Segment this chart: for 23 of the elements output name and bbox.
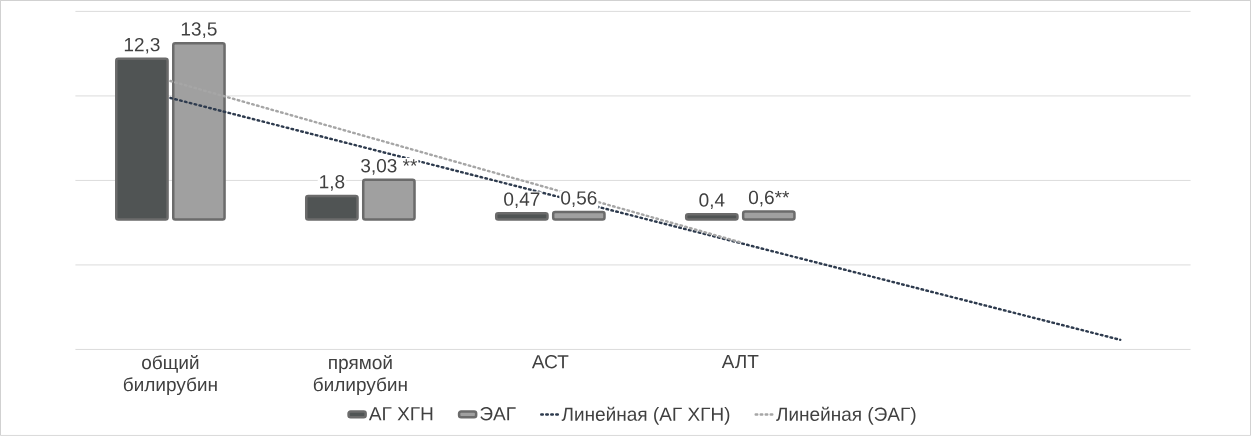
legend-label: ЭАГ xyxy=(480,407,516,421)
x-tick-label: АСТ xyxy=(531,355,569,369)
bar xyxy=(741,210,796,221)
data-label: 1,8 xyxy=(320,175,345,191)
data-label: 0,56 xyxy=(561,191,597,207)
bar xyxy=(304,194,359,221)
legend-label: Линейная (ЭАГ) xyxy=(776,406,916,425)
bar xyxy=(494,212,549,221)
x-tick-label: общий билирубин xyxy=(123,355,217,396)
x-tick-label: прямой билирубин xyxy=(313,355,407,396)
bar xyxy=(684,213,739,221)
data-label: 0,6** xyxy=(748,190,790,207)
bar xyxy=(551,210,606,221)
data-label: 0,4 xyxy=(699,193,725,210)
data-label: 0,47 xyxy=(504,192,540,209)
legend-label: АГ ХГН xyxy=(368,407,433,421)
data-label: 3,03 ** xyxy=(361,159,418,175)
legend-label: Линейная (АГ ХГН) xyxy=(561,406,730,425)
x-tick-label: АЛТ xyxy=(721,355,759,369)
data-label: 12,3 xyxy=(124,37,160,54)
bar xyxy=(115,57,169,221)
bar xyxy=(361,178,416,221)
data-label: 13,5 xyxy=(181,22,217,38)
